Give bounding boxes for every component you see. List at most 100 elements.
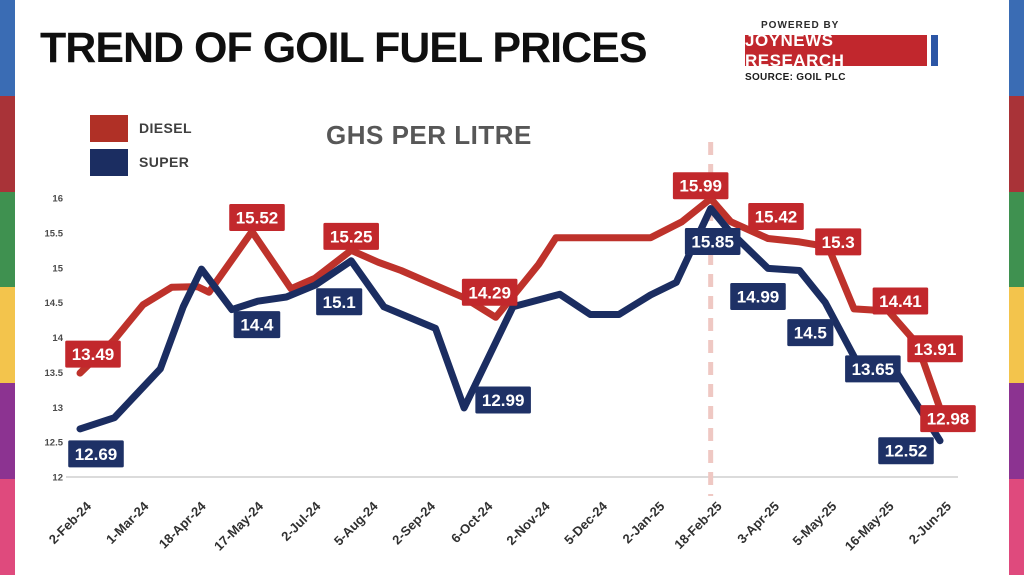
value-label-box <box>233 311 281 339</box>
page-title: TREND OF GOIL FUEL PRICES <box>40 24 648 72</box>
x-tick-label: 2-Jan-25 <box>620 499 668 547</box>
value-label-box <box>748 202 804 230</box>
value-label-text: 15.1 <box>323 293 356 312</box>
super-value-label: 12.99 <box>475 386 531 414</box>
legend-item-diesel: DIESEL <box>90 114 192 142</box>
x-tick-label: 18-Apr-24 <box>156 498 210 552</box>
y-tick-label: 13.5 <box>45 368 64 379</box>
value-label-text: 13.49 <box>72 345 115 364</box>
super-value-label: 13.65 <box>845 355 901 383</box>
value-label-box <box>672 172 729 200</box>
stripe-segment <box>0 287 15 384</box>
value-label-box <box>907 335 963 363</box>
stripe-segment <box>1009 0 1024 96</box>
value-label-box <box>461 278 518 306</box>
value-label-text: 13.91 <box>914 340 957 359</box>
value-label-box <box>920 405 976 433</box>
stripe-segment <box>0 383 15 480</box>
value-label-box <box>815 228 862 256</box>
value-label-text: 13.65 <box>852 360 895 379</box>
legend-label-diesel: DIESEL <box>139 120 192 136</box>
x-tick-label: 5-May-25 <box>790 499 840 549</box>
value-label-box <box>730 282 786 310</box>
value-label-text: 15.42 <box>755 207 798 226</box>
value-label-text: 14.29 <box>468 283 511 302</box>
x-tick-label: 2-Nov-24 <box>503 498 553 548</box>
y-tick-label: 12.5 <box>45 438 64 449</box>
value-label-text: 15.52 <box>236 208 279 227</box>
stripe-segment <box>1009 191 1024 288</box>
value-label-box <box>787 319 834 347</box>
value-label-box <box>684 227 741 255</box>
super-value-label: 12.52 <box>878 437 934 465</box>
y-tick-label: 12 <box>52 473 63 484</box>
diesel-value-label: 13.49 <box>65 340 121 368</box>
value-label-box <box>475 386 531 414</box>
powered-by-label: POWERED BY <box>761 20 840 31</box>
value-label-box <box>68 440 124 468</box>
stripe-segment <box>0 95 15 192</box>
y-tick-label: 14.5 <box>45 298 64 309</box>
chart-legend: DIESEL SUPER <box>90 114 192 182</box>
super-swatch <box>90 148 128 176</box>
x-tick-label: 2-Feb-24 <box>46 498 95 547</box>
super-line <box>76 205 944 445</box>
diesel-line <box>76 195 944 413</box>
value-label-text: 12.99 <box>482 391 525 410</box>
super-value-label: 12.69 <box>68 440 124 468</box>
y-tick-label: 15.5 <box>45 228 64 239</box>
super-value-label: 14.5 <box>787 319 834 347</box>
diesel-value-label: 15.3 <box>815 228 862 256</box>
super-value-label: 15.1 <box>316 288 363 316</box>
diesel-value-label: 15.25 <box>323 222 379 250</box>
value-label-box <box>323 222 379 250</box>
super-value-label: 14.4 <box>233 311 281 339</box>
value-label-text: 14.41 <box>879 292 922 311</box>
right-color-stripe <box>1009 0 1024 575</box>
x-tick-label: 2-Jul-24 <box>278 498 324 544</box>
value-label-box <box>878 437 934 465</box>
stripe-segment <box>0 479 15 575</box>
diesel-value-label: 15.52 <box>229 203 285 231</box>
branding-block: POWERED BY JOYNEWS RESEARCH SOURCE: GOIL… <box>745 20 960 83</box>
x-tick-label: 18-Feb-25 <box>671 499 725 553</box>
chart-subtitle: GHS PER LITRE <box>326 120 532 150</box>
left-color-stripe <box>0 0 15 575</box>
y-tick-label: 15 <box>52 263 63 274</box>
diesel-value-label: 15.99 <box>672 172 729 200</box>
legend-label-super: SUPER <box>139 154 190 170</box>
x-tick-label: 5-Dec-24 <box>561 498 610 547</box>
y-tick-label: 13 <box>52 403 63 414</box>
super-value-label: 14.99 <box>730 282 786 310</box>
diesel-value-label: 14.41 <box>872 287 929 315</box>
brand-badge-row: JOYNEWS RESEARCH <box>745 31 960 70</box>
diesel-value-label: 15.42 <box>748 202 804 230</box>
value-label-text: 14.99 <box>737 287 780 306</box>
value-label-text: 14.5 <box>794 324 827 343</box>
x-tick-label: 3-Apr-25 <box>734 499 782 547</box>
stripe-segment <box>0 191 15 288</box>
x-tick-label: 6-Oct-24 <box>448 498 496 546</box>
value-label-box <box>316 288 363 316</box>
x-tick-label: 2-Sep-24 <box>389 498 438 547</box>
stripe-segment <box>1009 287 1024 384</box>
brand-accent-bar <box>931 35 938 66</box>
value-label-text: 15.99 <box>679 177 722 196</box>
value-label-box <box>845 355 901 383</box>
x-tick-label: 5-Aug-24 <box>331 498 381 548</box>
stripe-segment <box>1009 95 1024 192</box>
value-label-box <box>65 340 121 368</box>
diesel-value-label: 14.29 <box>461 278 518 306</box>
value-label-text: 15.3 <box>822 233 855 252</box>
stripe-segment <box>1009 479 1024 575</box>
value-label-text: 12.69 <box>75 445 118 464</box>
diesel-value-label: 13.91 <box>907 335 963 363</box>
value-label-text: 12.98 <box>927 410 970 429</box>
source-label: SOURCE: GOIL PLC <box>745 72 846 83</box>
stripe-segment <box>0 0 15 96</box>
value-label-text: 14.4 <box>240 316 274 335</box>
diesel-swatch <box>90 114 128 142</box>
x-tick-label: 17-May-24 <box>211 498 267 554</box>
